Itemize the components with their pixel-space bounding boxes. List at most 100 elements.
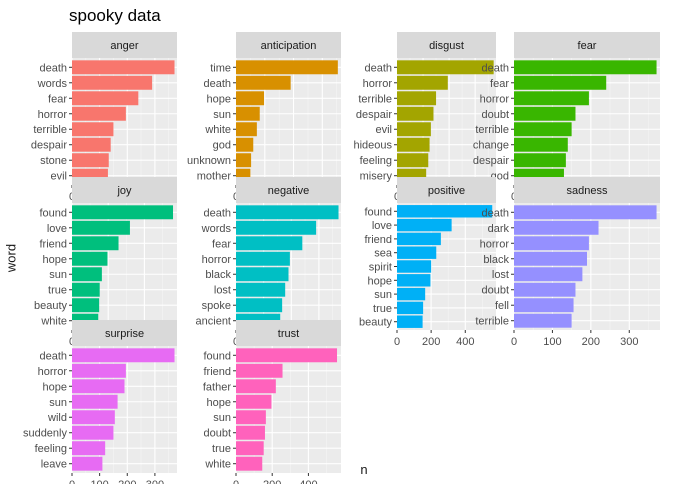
bar-lost (514, 267, 583, 282)
bar-horror (397, 75, 448, 90)
x-tick-label: 200 (263, 479, 281, 484)
y-tick-label: friend (39, 238, 67, 250)
y-tick-label: hideous (353, 140, 392, 152)
bar-despair (72, 137, 111, 152)
bar-true (397, 301, 424, 315)
bar-doubt (236, 425, 265, 440)
y-tick-label: horror (38, 109, 68, 121)
y-tick-label: white (204, 124, 231, 136)
y-tick-label: death (481, 62, 509, 74)
y-tick-label: fear (48, 93, 67, 105)
bar-beauty (72, 298, 100, 313)
y-tick-label: death (364, 62, 392, 74)
y-tick-label: black (483, 254, 509, 266)
x-tick-label: 400 (456, 336, 474, 348)
y-tick-label: despair (473, 155, 509, 167)
y-tick-label: hope (207, 397, 231, 409)
y-tick-label: unknown (187, 155, 231, 167)
y-tick-label: found (39, 207, 67, 219)
y-tick-label: fell (495, 300, 509, 312)
facet-strip-label: surprise (105, 328, 144, 340)
facet-strip-label: sadness (567, 185, 608, 197)
bar-friend (236, 363, 283, 378)
bar-unknown (236, 153, 252, 168)
y-tick-label: sun (213, 412, 231, 424)
y-tick-label: lost (492, 269, 509, 281)
facet-strip-label: anger (110, 40, 138, 52)
y-tick-label: dark (488, 223, 510, 235)
bar-death (514, 60, 657, 75)
facet-positive: positive 0 200 400 found love friend sea spirith… (359, 177, 496, 348)
bar-wild (72, 410, 115, 425)
bar-doubt (514, 106, 576, 121)
bar-hope (236, 394, 272, 409)
bar-found (72, 205, 174, 220)
y-tick-label: death (203, 207, 231, 219)
y-tick-label: found (364, 206, 392, 218)
y-tick-label: suddenly (23, 428, 68, 440)
y-tick-label: change (473, 140, 509, 152)
y-tick-label: evil (50, 171, 67, 183)
y-tick-label: friend (203, 366, 231, 378)
y-tick-label: feeling (360, 155, 392, 167)
y-tick-label: hope (43, 254, 67, 266)
x-tick-label: 0 (511, 336, 517, 348)
x-axis-label: n (360, 462, 368, 477)
y-tick-label: horror (480, 93, 510, 105)
bar-death (397, 60, 494, 75)
bar-sun (397, 287, 426, 301)
y-tick-label: time (210, 62, 231, 74)
x-tick-label: 100 (543, 336, 561, 348)
facet-strip (397, 32, 496, 58)
bar-found (236, 348, 338, 363)
bar-hope (397, 274, 431, 287)
y-tick-label: white (204, 459, 231, 471)
facet-strip (72, 32, 177, 58)
bar-white (236, 456, 263, 471)
bar-beauty (397, 315, 423, 328)
y-tick-label: god (213, 140, 231, 152)
x-tick-label: 300 (146, 479, 164, 484)
facet-strip-label: anticipation (261, 40, 317, 52)
bar-true (72, 282, 100, 297)
x-tick-label: 0 (394, 336, 400, 348)
y-tick-label: words (37, 78, 68, 90)
bar-feeling (72, 441, 106, 456)
y-tick-label: love (47, 223, 67, 235)
bar-friend (397, 232, 441, 246)
bar-terrible (397, 91, 437, 106)
y-tick-label: black (205, 269, 231, 281)
y-tick-label: words (201, 223, 232, 235)
facet-strip-label: negative (268, 185, 310, 197)
bar-feeling (397, 153, 429, 168)
bar-horror (72, 106, 126, 121)
bar-despair (397, 106, 434, 121)
y-tick-label: white (40, 316, 67, 328)
facet-strip (514, 177, 660, 203)
y-tick-label: terrible (33, 124, 67, 136)
y-tick-label: wild (47, 412, 67, 424)
y-tick-label: ancient (196, 316, 231, 328)
y-tick-label: terrible (358, 93, 392, 105)
y-tick-label: mother (197, 171, 232, 183)
bar-father (236, 379, 276, 394)
bar-love (397, 218, 452, 232)
bar-hope (72, 251, 108, 266)
bar-leave (72, 456, 103, 471)
bar-sun (236, 410, 266, 425)
bar-terrible (514, 313, 572, 328)
y-tick-label: hope (43, 381, 67, 393)
bar-terrible (72, 122, 114, 137)
bar-sun (236, 106, 260, 121)
y-tick-label: horror (363, 78, 393, 90)
bar-death (514, 205, 657, 220)
bar-hope (72, 379, 125, 394)
bar-sun (72, 394, 118, 409)
x-tick-label: 400 (299, 479, 317, 484)
bar-fear (236, 236, 303, 251)
y-tick-label: doubt (203, 428, 231, 440)
bar-sun (72, 267, 102, 282)
y-tick-label: father (203, 381, 231, 393)
y-tick-label: horror (480, 238, 510, 250)
facet-strip-label: joy (116, 185, 132, 197)
